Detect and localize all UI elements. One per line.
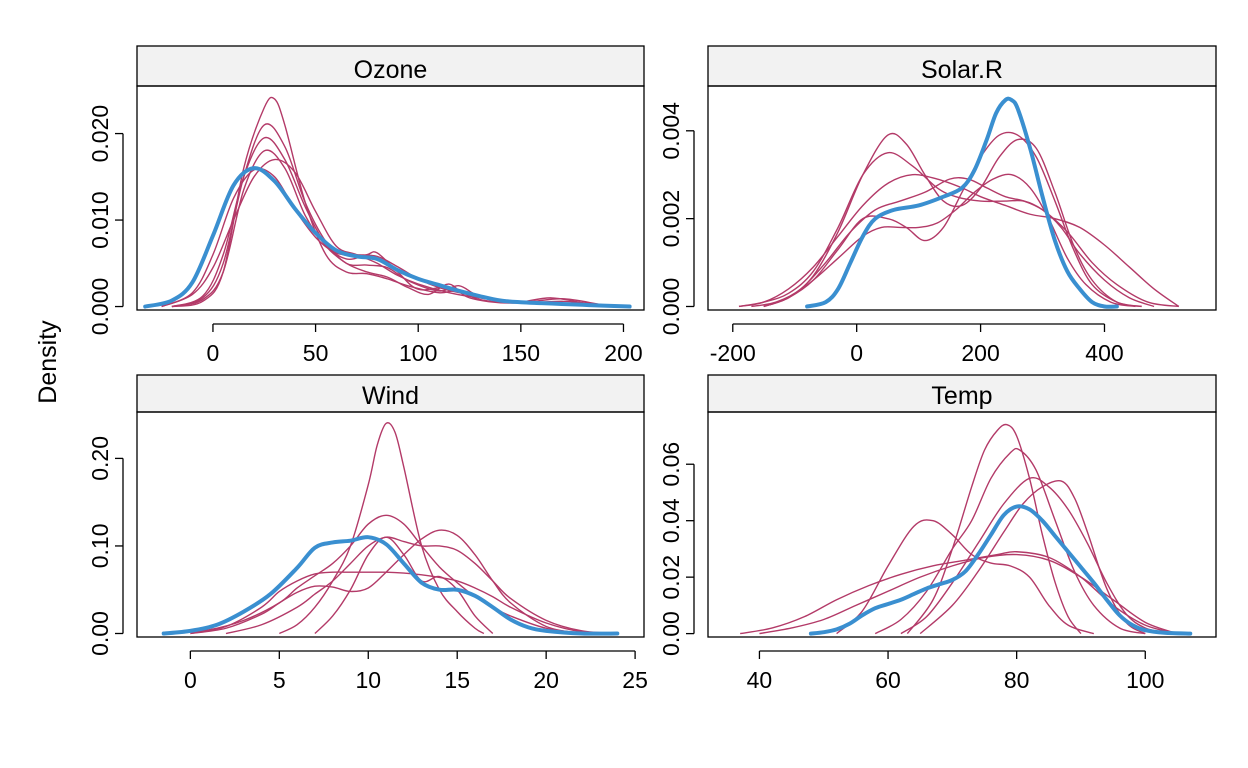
x-tick-label: 60 — [875, 667, 901, 693]
panel-title: Ozone — [354, 56, 428, 84]
x-tick-label: 80 — [1004, 667, 1030, 693]
y-axis: 0.000 0.010 0.020 — [87, 105, 124, 336]
y-axis: 0.00 0.02 0.04 0.06 — [658, 442, 695, 656]
imputed-density-curve-3 — [763, 131, 1142, 308]
x-tick-label: 0 — [207, 340, 220, 366]
panel-wind: Wind 0 5 10 15 20 25 0.00 0.10 0.20 — [87, 374, 648, 693]
x-axis: -200 0 200 400 — [710, 323, 1124, 366]
x-tick-label: 200 — [961, 340, 999, 366]
x-tick-label: 100 — [399, 340, 437, 366]
panel-strip — [136, 374, 645, 413]
y-tick-label: 0.02 — [658, 555, 684, 600]
imputed-density-curve-4 — [874, 447, 1146, 635]
y-tick-label: 0.00 — [87, 611, 113, 656]
density-curves — [143, 96, 632, 309]
x-tick-label: 200 — [604, 340, 642, 366]
panel-title: Wind — [362, 382, 419, 410]
imputed-density-curve-2 — [314, 536, 494, 635]
x-axis: 40 60 80 100 — [747, 650, 1164, 693]
x-tick-label: 0 — [850, 340, 863, 366]
y-tick-label: 0.000 — [87, 278, 113, 336]
panel-border — [707, 411, 1217, 638]
y-axis-label: Density — [34, 320, 62, 404]
y-tick-label: 0.000 — [658, 278, 684, 336]
y-axis: 0.000 0.002 0.004 — [658, 102, 695, 336]
observed-density-curve — [808, 504, 1193, 636]
x-tick-label: 10 — [355, 667, 381, 693]
observed-density-curve — [161, 535, 620, 636]
y-tick-label: 0.04 — [658, 498, 684, 543]
panel-strip — [707, 45, 1217, 87]
panel-solar-r: Solar.R -200 0 200 400 0.000 0.002 0.004 — [658, 45, 1217, 366]
imputed-density-curve-4 — [171, 136, 624, 308]
y-tick-label: 0.020 — [87, 105, 113, 163]
x-tick-label: 20 — [533, 667, 559, 693]
y-tick-label: 0.002 — [658, 190, 684, 248]
x-tick-label: 5 — [273, 667, 286, 693]
panel-border — [707, 85, 1217, 311]
imputed-density-curve-4 — [190, 571, 618, 635]
imputed-density-curve-3 — [171, 123, 624, 308]
y-tick-label: 0.004 — [658, 102, 684, 160]
y-tick-label: 0.00 — [658, 611, 684, 656]
x-tick-label: 40 — [747, 667, 773, 693]
x-axis: 0 5 10 15 20 25 — [184, 650, 648, 693]
imputed-density-curve-2 — [763, 132, 1142, 308]
imputed-density-curve-5 — [900, 476, 1172, 635]
x-tick-label: 150 — [502, 340, 540, 366]
imputed-density-curve-6 — [763, 173, 1136, 308]
x-tick-label: 25 — [622, 667, 648, 693]
x-tick-label: 0 — [184, 667, 197, 693]
y-tick-label: 0.10 — [87, 524, 113, 569]
imputed-density-curve-1 — [738, 151, 1179, 308]
x-axis: 0 50 100 150 200 — [207, 323, 643, 366]
x-tick-label: 15 — [444, 667, 470, 693]
x-tick-label: 100 — [1126, 667, 1164, 693]
panel-border — [136, 85, 645, 311]
panel-strip — [707, 374, 1217, 413]
imputed-density-curve-1 — [279, 422, 485, 635]
x-tick-label: 400 — [1085, 340, 1123, 366]
imputed-density-curve-6 — [919, 480, 1146, 635]
y-tick-label: 0.20 — [87, 436, 113, 481]
panel-title: Solar.R — [921, 56, 1003, 84]
observed-density-curve — [805, 96, 1119, 309]
panel-strip — [136, 45, 645, 87]
density-curves — [161, 422, 620, 636]
panel-title: Temp — [931, 382, 992, 410]
panel-temp: Temp 40 60 80 100 0.00 0.02 0.04 0.06 — [658, 374, 1217, 693]
density-curves — [740, 423, 1193, 636]
density-curves — [738, 96, 1180, 309]
x-tick-label: -200 — [710, 340, 756, 366]
y-tick-label: 0.06 — [658, 442, 684, 487]
y-tick-label: 0.010 — [87, 191, 113, 249]
imputed-density-curve-7 — [759, 553, 1178, 635]
observed-density-curve — [143, 166, 632, 309]
y-axis: 0.00 0.10 0.20 — [87, 436, 124, 656]
panel-ozone: Ozone 0 50 100 150 200 0.000 0.010 0.020 — [87, 45, 645, 366]
panel-border — [136, 411, 645, 638]
imputed-density-curve-6 — [225, 536, 618, 635]
x-tick-label: 50 — [303, 340, 329, 366]
